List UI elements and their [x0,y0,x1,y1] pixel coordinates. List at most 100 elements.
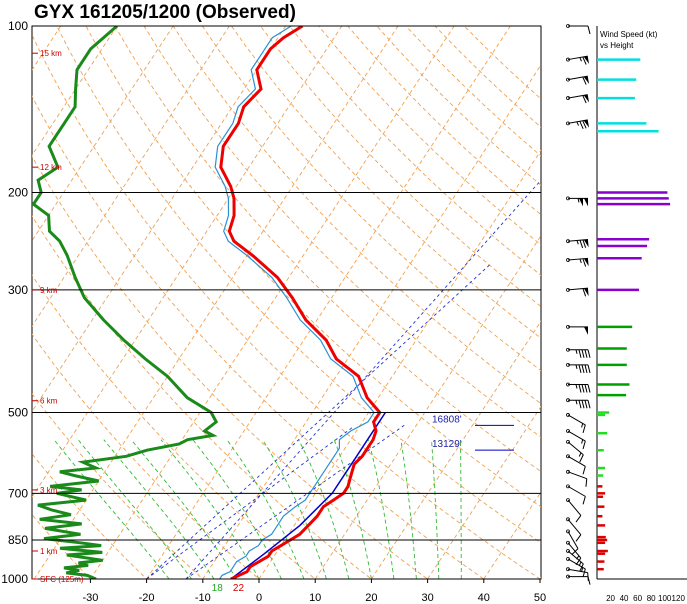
wind-speed-tick-label: 120 [672,594,686,603]
wind-barb-flag [583,94,590,103]
moist-adiabat [400,439,417,579]
pressure-tick-label: 100 [8,19,28,33]
wind-speed-tick-label: 80 [647,594,656,603]
wind-barb-half-feather [575,384,578,389]
dry-adiabat [463,26,541,100]
wind-barb-half-feather [581,439,584,444]
wind-barb [566,454,586,475]
wind-barb [566,398,591,409]
pressure-tick-label: 850 [8,533,28,547]
height-label: 3 km [40,486,58,495]
wind-barb-shaft [567,568,588,574]
moist-adiabat [192,439,282,579]
height-label: 1 km [40,547,58,556]
dewpoint-profile [32,26,219,579]
wind-speed-tick-label: 60 [633,594,642,603]
wind-barb-half-feather [576,240,579,245]
wind-barb-half-feather [579,57,582,62]
wind-barb-flag [583,76,590,84]
wind-barb-origin [566,439,570,444]
moist-adiabat [431,439,440,579]
dry-adiabat [434,26,541,128]
wind-barb [566,75,590,85]
isotherm-line [32,26,343,498]
wind-barb-shaft [567,414,586,426]
x-tick-label: 40 [478,592,490,604]
isotherm-line [539,576,541,579]
wind-barb [566,196,588,207]
wind-barb-feather [578,384,582,393]
wind-barb-feather [582,95,587,104]
pressure-tick-label: 1000 [1,572,28,586]
isotherm-line [32,26,230,327]
moist-adiabat [130,439,237,579]
mixing-ratio-line [185,423,407,579]
wind-barb-feather [575,515,582,523]
wind-barb-feather [582,258,587,267]
wind-barb [566,382,591,393]
height-label: SFC (125m) [40,575,84,584]
x-tick-label: 0 [256,592,262,604]
wind-barb-feather [579,121,584,130]
pressure-tick-label: 200 [8,185,28,199]
wind-barb-feather [582,56,587,65]
wind-barb-flag [583,258,589,267]
surface-dewpoint-label: 18 [212,583,224,594]
plot-frame [31,25,542,580]
wind-barb-shaft [567,542,582,559]
wind-barb-origin [566,469,570,474]
wind-barb [566,238,589,249]
wind-barb [566,574,591,585]
wind-barb-feather [584,349,588,358]
wind-barb-feather [584,400,588,409]
pressure-tick-label: 300 [8,283,28,297]
wind-barb [566,567,589,581]
wind-barb-feather [579,454,584,463]
wind-barb-feather [585,478,588,487]
dry-adiabat [32,514,92,579]
wind-barb [566,24,591,35]
wind-barb-shaft [567,531,579,549]
wind-barb [566,469,588,487]
wind-barb-origin [566,540,570,545]
wind-barb-shaft [567,455,586,467]
wind-barb [566,517,582,542]
wind-barb-shaft [567,485,586,497]
wind-barb-feather [587,349,591,358]
wind-barb-shaft [567,75,588,81]
wind-barb [566,484,586,505]
dry-adiabat [32,333,260,579]
wind-barb [566,498,582,523]
wind-barb-shaft [567,119,588,124]
wind-barb-feather [587,364,591,373]
height-label: 6 km [40,397,58,406]
wind-barb [566,557,586,578]
wind-barb-shaft [567,55,588,61]
x-tick-label: -30 [82,592,98,604]
wind-speed-tick-label: 100 [658,594,672,603]
isotherm-line [33,26,399,579]
isotherm-line [314,234,541,579]
chart-title: GYX 161205/1200 (Observed) [34,2,296,23]
wind-barb-flag [583,56,590,64]
temperature-profile [219,26,382,579]
height-label: 15 km [40,49,62,58]
wind-barb-origin [566,498,570,503]
wind-barb-half-feather [581,423,584,428]
wind-panel-subtitle: vs Height [600,41,634,50]
moist-adiabat [333,439,372,579]
dry-adiabat [172,26,541,405]
wind-barb-shaft [567,441,584,456]
x-tick-label: -10 [195,592,211,604]
wind-barb-feather [582,120,587,129]
wind-barb [566,324,588,335]
x-tick-label: 20 [365,592,377,604]
dry-adiabat [32,453,148,579]
wind-speed-panel: Wind Speed (kt) vs Height 20 40 60 80 100 120 [596,26,687,603]
wind-barb-origin [566,549,570,553]
wind-barb-feather [582,466,586,475]
dry-adiabat [143,26,541,438]
height-annotation: 13129' [432,439,462,450]
wind-barb-feather [584,384,588,393]
dry-adiabat [405,26,541,157]
